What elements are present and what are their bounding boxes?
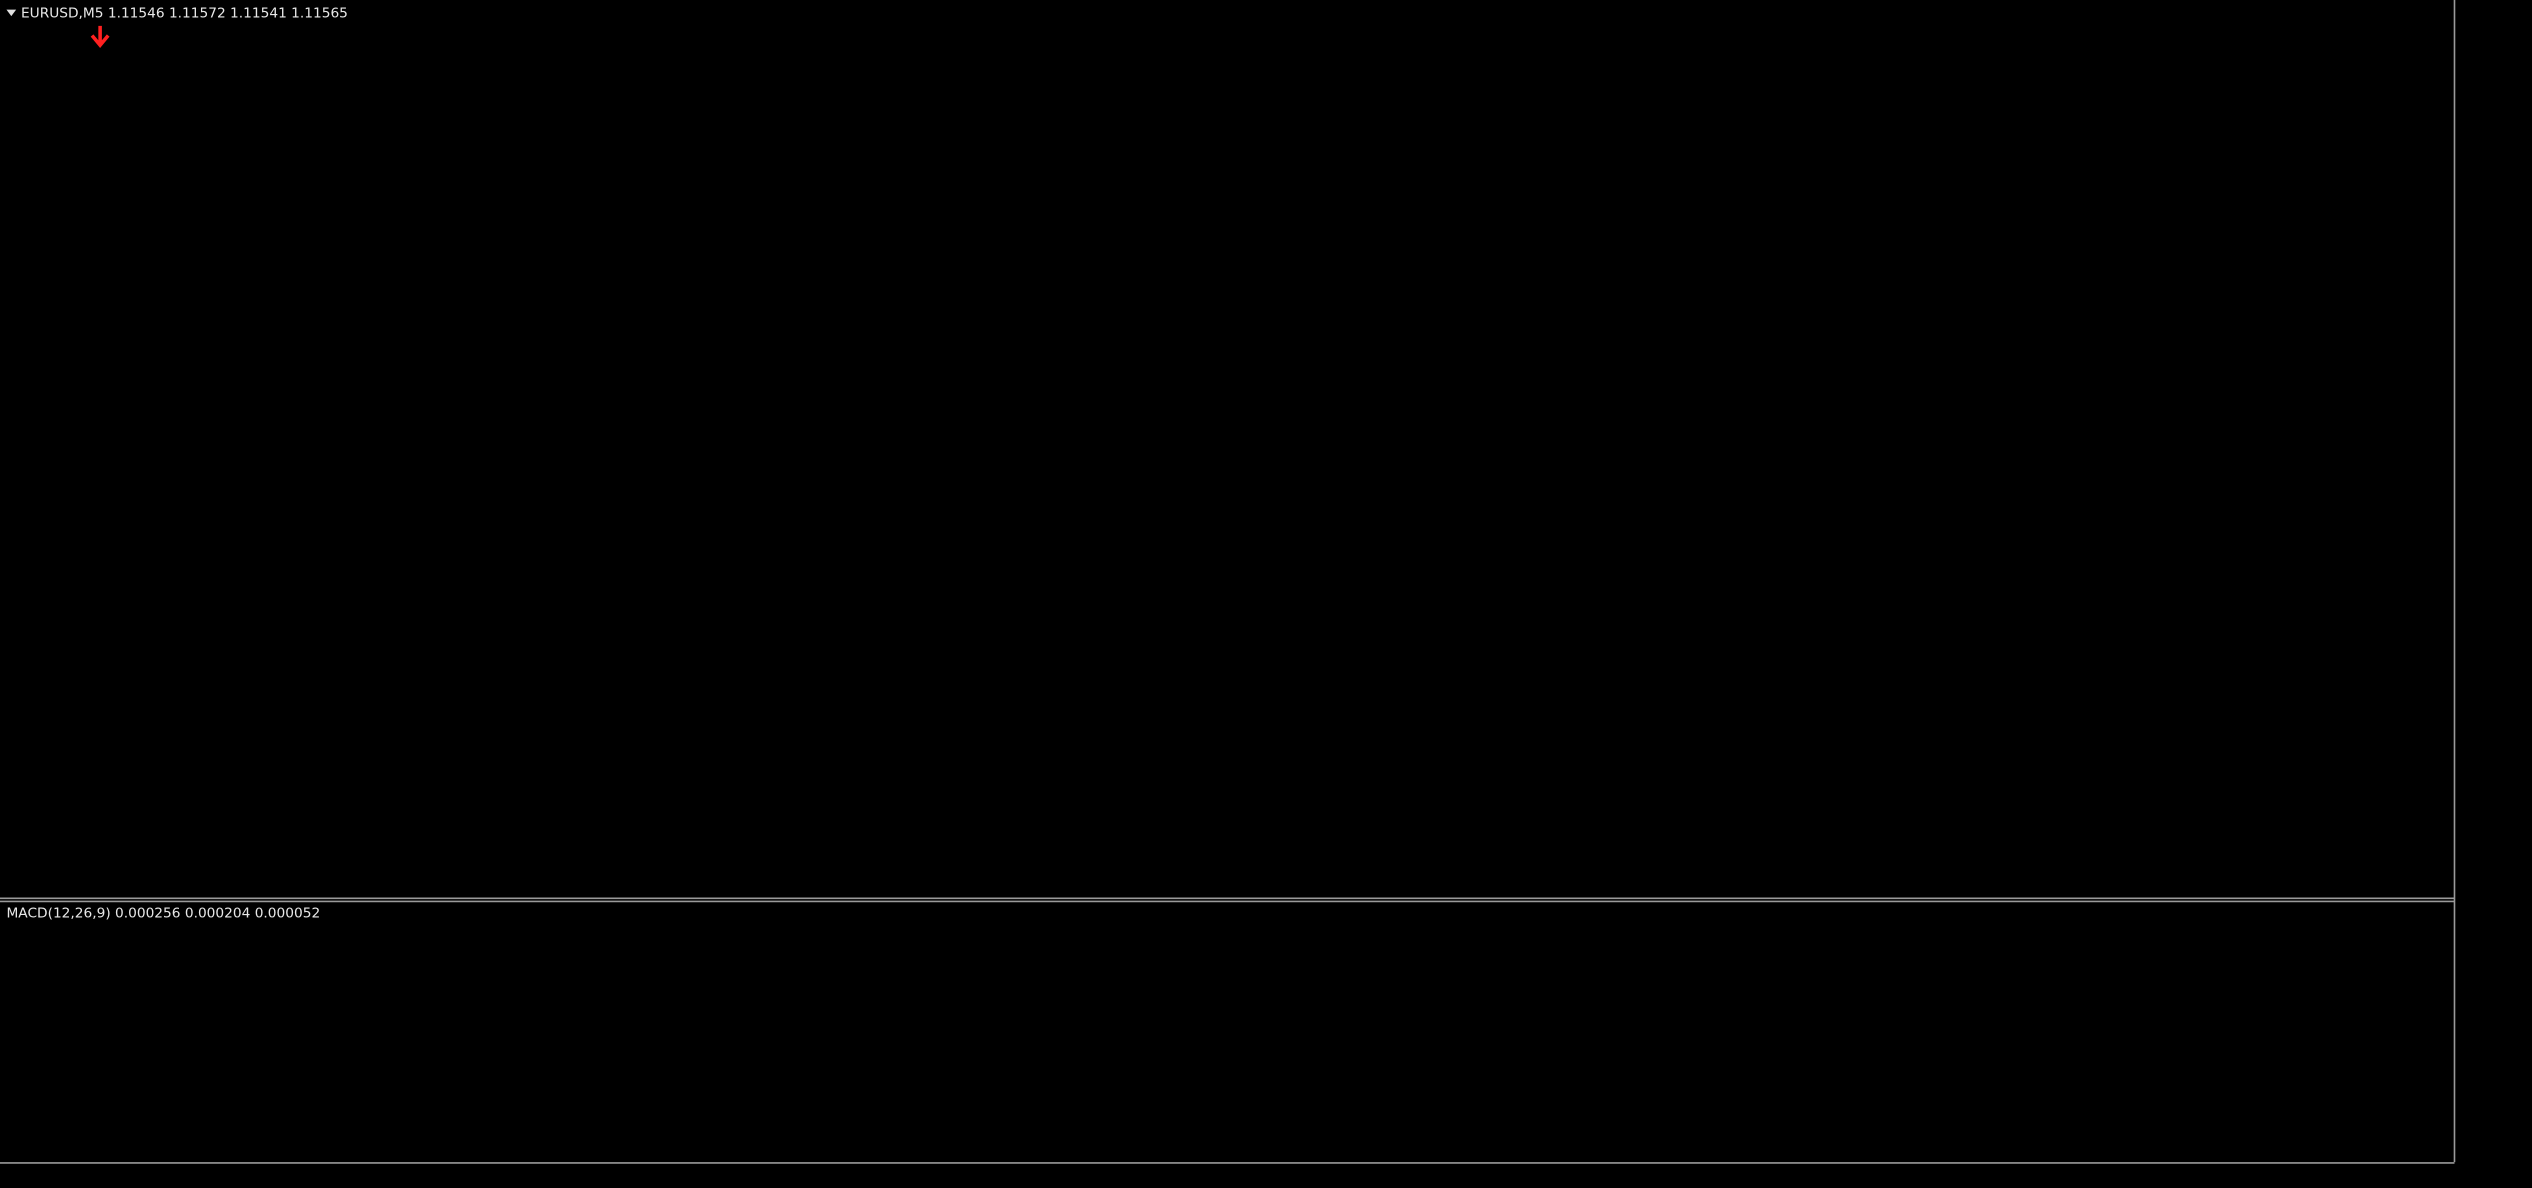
chart-title: EURUSD,M5 1.11546 1.11572 1.11541 1.1156… [21,6,348,22]
signal-arrow [90,25,110,48]
menu-icon[interactable] [6,9,17,17]
macd-label: MACD(12,26,9) 0.000256 0.000204 0.000052 [6,906,320,922]
